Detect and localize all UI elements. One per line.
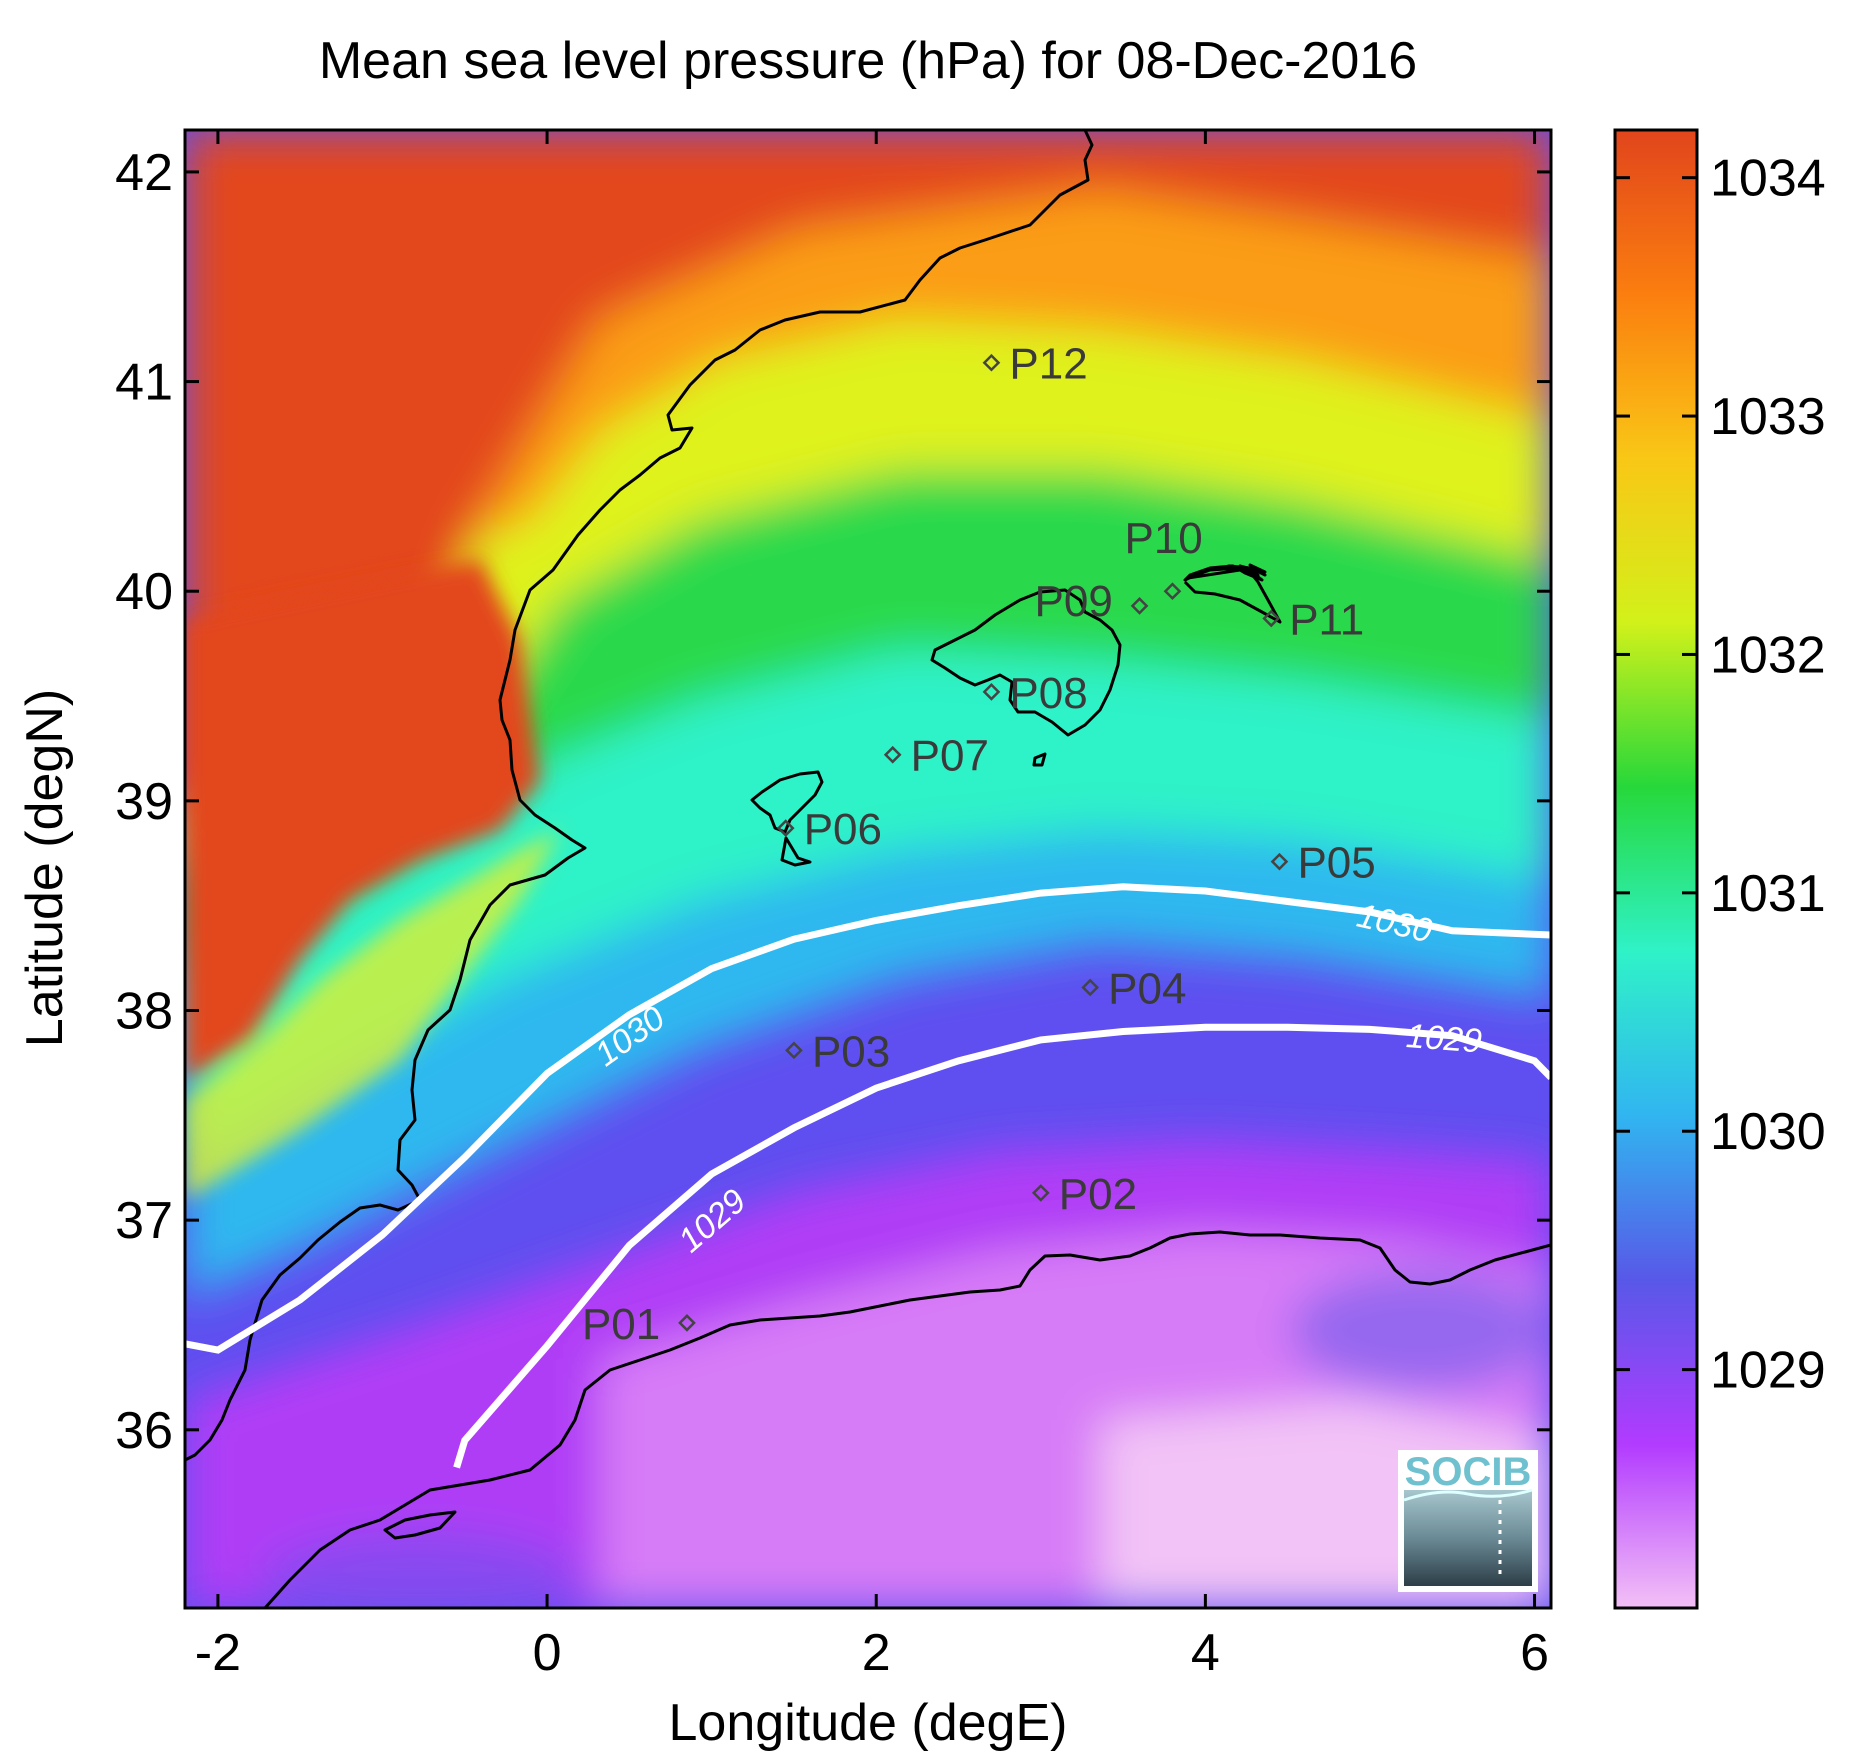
station-label-p05: P05	[1297, 839, 1375, 888]
station-label-p08: P08	[1009, 669, 1087, 718]
socib-logo: SOCIB	[1398, 1450, 1538, 1592]
station-label-p06: P06	[804, 805, 882, 854]
colorbar-ticks: 1029 1030 1031 1032 1033 1034	[1615, 150, 1826, 1400]
iberian-coast	[185, 130, 1094, 1462]
station-marker-p12	[982, 353, 1001, 372]
y-tick-label: 39	[115, 773, 173, 831]
contour-1030	[185, 883, 1551, 1354]
chart-title: Mean sea level pressure (hPa) for 08-Dec…	[319, 32, 1417, 90]
plot-frame	[183, 128, 1553, 1610]
logo-text: SOCIB	[1405, 1450, 1532, 1494]
station-marker-p09	[1130, 597, 1149, 615]
colorbar-tick-label: 1031	[1710, 865, 1826, 923]
station-label-p07: P07	[911, 732, 989, 781]
station-label-p09: P09	[1035, 577, 1113, 626]
colorbar-tick-label: 1032	[1710, 626, 1826, 684]
y-axis: 36 37 38 39 40 41 42	[115, 144, 1551, 1460]
colorbar-tick-label: 1034	[1710, 150, 1826, 208]
y-tick-label: 36	[115, 1402, 173, 1460]
island-ibiza	[750, 770, 824, 867]
africa-coast	[263, 1230, 1551, 1608]
station-marker-p02	[1031, 1184, 1050, 1202]
station-label-p02: P02	[1059, 1170, 1137, 1219]
station-marker-p07	[883, 745, 902, 764]
y-tick-label: 42	[115, 144, 173, 202]
station-label-p12: P12	[1009, 340, 1087, 389]
coastlines	[185, 130, 1551, 1608]
contour-1029	[453, 1023, 1551, 1469]
station-label-p10: P10	[1124, 514, 1202, 563]
y-tick-label: 38	[115, 983, 173, 1041]
colorbar: 1029 1030 1031 1032 1033 1034	[1613, 128, 1826, 1610]
station-marker-p06	[776, 819, 795, 837]
station-label-p03: P03	[812, 1027, 890, 1076]
y-tick-label: 41	[115, 354, 173, 412]
colorbar-gradient	[1613, 128, 1699, 1610]
station-marker-p01	[678, 1314, 696, 1332]
station-label-p11: P11	[1289, 595, 1364, 644]
y-tick-label: 40	[115, 563, 173, 621]
colorbar-tick-label: 1029	[1710, 1342, 1826, 1400]
x-tick-label: 4	[1191, 1624, 1220, 1682]
island-alboran-coast	[383, 1510, 457, 1540]
station-label-p01: P01	[582, 1300, 660, 1349]
island-cabrera	[1032, 752, 1047, 767]
x-tick-label: 2	[862, 1624, 891, 1682]
station-marker-p03	[785, 1041, 803, 1060]
island-mallorca	[930, 588, 1122, 737]
station-marker-p04	[1081, 978, 1100, 997]
y-axis-label: Latitude (degN)	[16, 689, 74, 1047]
colorbar-tick-label: 1030	[1710, 1103, 1826, 1161]
x-axis-label: Longitude (degE)	[669, 1694, 1068, 1752]
colorbar-tick-label: 1033	[1710, 388, 1826, 446]
x-tick-label: 0	[533, 1624, 562, 1682]
x-tick-label: 6	[1520, 1624, 1549, 1682]
island-menorca-outline	[1183, 564, 1282, 624]
station-marker-p08	[982, 683, 1001, 701]
contour-label: 1029	[1405, 1017, 1483, 1061]
station-label-p04: P04	[1108, 964, 1186, 1013]
station-marker-p10	[1163, 582, 1182, 601]
station-marker-p05	[1270, 852, 1289, 871]
y-tick-label: 37	[115, 1192, 173, 1250]
x-tick-label: -2	[195, 1624, 241, 1682]
station-marker-p11	[1262, 609, 1281, 628]
x-axis: -2 0 2 4 6	[195, 130, 1549, 1682]
